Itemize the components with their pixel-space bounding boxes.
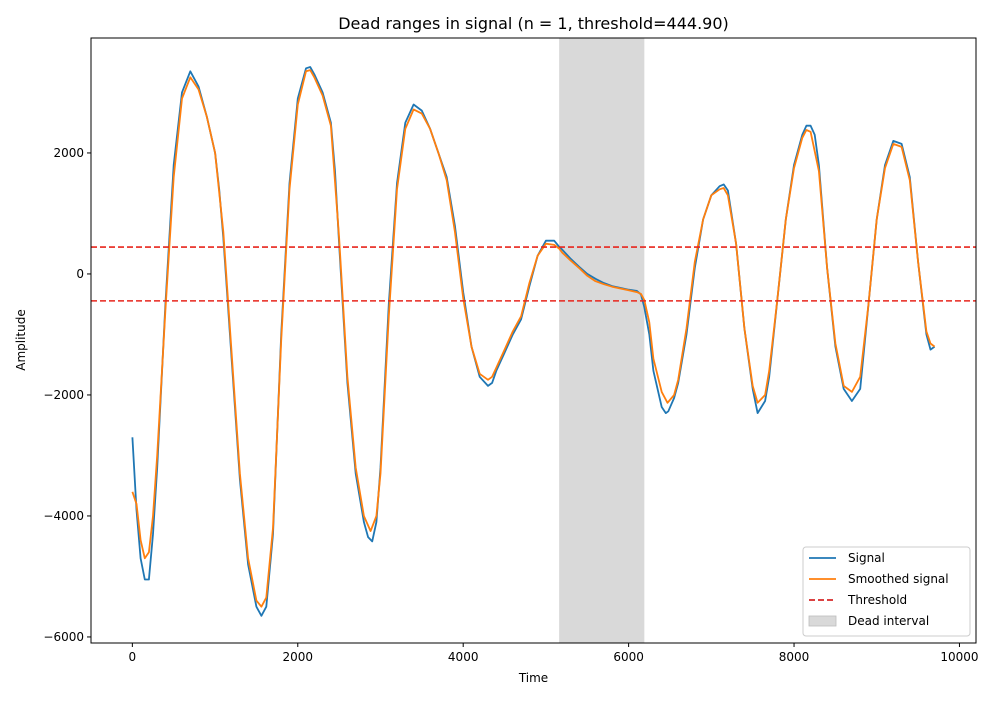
legend-label: Signal [848, 551, 885, 565]
y-tick-label: 0 [76, 267, 84, 281]
x-tick-label: 4000 [448, 650, 479, 664]
plot-area: 0 2000 4000 6000 8000 10000 −6000 −4000 −2000 0 20… [43, 37, 979, 664]
chart-title: Dead ranges in signal (n = 1, threshold=… [338, 14, 729, 33]
x-tick-label: 2000 [283, 650, 314, 664]
x-tick-label: 10000 [940, 650, 978, 664]
x-axis-label: Time [518, 671, 548, 685]
legend-swatch-dead-interval [808, 615, 837, 627]
x-tick-label: 6000 [613, 650, 644, 664]
x-tick-label: 8000 [779, 650, 810, 664]
legend-label: Threshold [847, 593, 907, 607]
legend-label: Smoothed signal [848, 572, 949, 586]
y-tick-label: 2000 [53, 146, 84, 160]
series-line-smoothed-signal [131, 69, 936, 608]
dead-interval-band [559, 38, 645, 643]
y-tick-label: −6000 [43, 630, 84, 644]
legend: Signal Smoothed signal Threshold Dead inter… [802, 546, 971, 637]
x-tick-label: 0 [129, 650, 137, 664]
y-axis-label: Amplitude [14, 309, 28, 371]
legend-box [802, 546, 971, 637]
y-tick-label: −2000 [43, 388, 84, 402]
y-tick-label: −4000 [43, 509, 84, 523]
axes-frame [90, 37, 977, 644]
legend-label: Dead interval [848, 614, 929, 628]
